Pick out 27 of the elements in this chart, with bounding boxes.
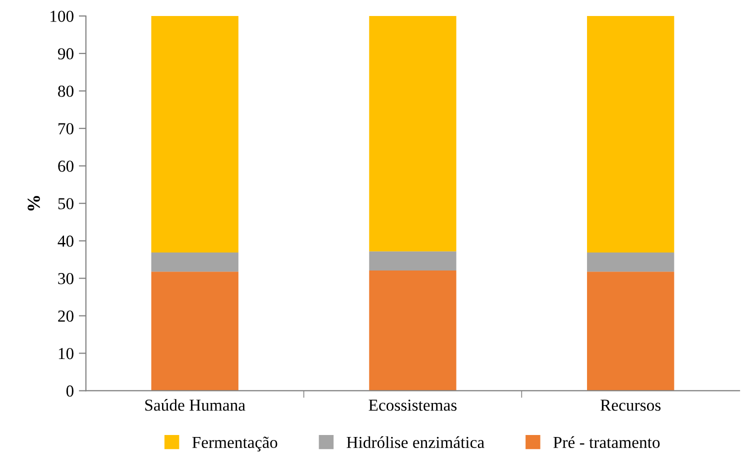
bar [151,252,238,272]
y-tick-label: 80 [58,86,74,97]
y-tick-label: 0 [66,385,74,397]
y-tick-label: 100 [50,10,74,22]
legend-label: Fermentação [192,436,278,452]
bar [369,270,456,391]
bar [587,272,674,391]
y-tick-label: 20 [58,310,74,322]
y-tick-label: 40 [58,236,74,247]
legend-label: Hidrólise enzimática [346,436,484,448]
bar [151,272,238,391]
bar [587,252,674,272]
bar [369,16,456,252]
bar [151,16,238,252]
legend-label: Pré - tratamento [553,436,660,448]
y-tick-label: 90 [58,48,74,60]
x-tick-label: Ecossistemas [368,400,457,411]
y-tick-label: 70 [58,123,74,134]
bar [369,251,456,270]
x-tick-label: Saúde Humana [145,399,246,411]
bar [587,16,674,252]
x-tick-label: Recursos [600,400,661,411]
y-axis-title: % [28,196,40,211]
y-tick-label: 10 [58,348,74,360]
y-tick-label: 30 [58,273,74,284]
y-tick-label: 60 [58,160,74,172]
y-tick-label: 50 [58,198,74,210]
